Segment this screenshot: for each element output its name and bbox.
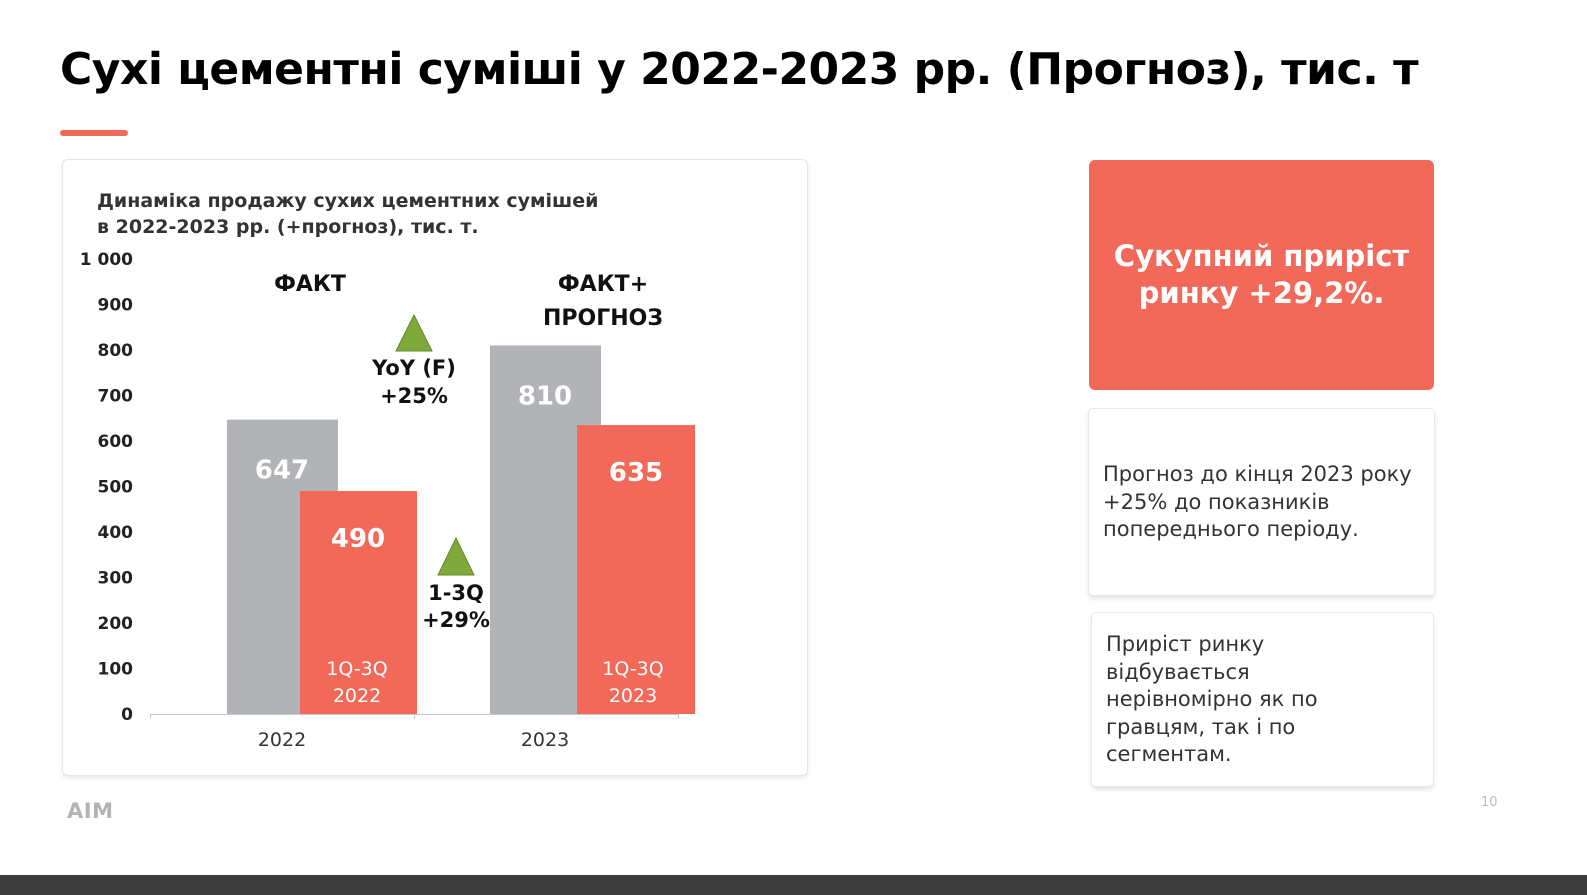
forecast-note: Прогноз до кінця 2023 року +25% до показ… (1088, 408, 1435, 596)
y-tick-label: 600 (98, 432, 134, 452)
group-label-2: ФАКТ+ (558, 272, 648, 297)
bar-note-year-2023: 2023 (609, 685, 657, 707)
y-tick-label: 300 (98, 569, 134, 589)
bar-note-period-2022: 1Q-3Q (326, 658, 387, 680)
chart-card: Динаміка продажу сухих цементних сумішей… (62, 159, 808, 776)
bottom-bar (0, 875, 1587, 895)
group-label-1: ФАКТ (274, 272, 346, 297)
up-triangle-icon (437, 536, 475, 576)
growth-annotation-2: 1-3Q (428, 581, 484, 605)
up-triangle-icon (395, 313, 433, 352)
value-label-1q-3q-2023: 635 (609, 458, 663, 488)
x-tick-label-2022: 2022 (258, 729, 306, 751)
bar-note-year-2022: 2022 (333, 685, 381, 707)
value-label-full-year-2023: 810 (518, 381, 572, 411)
y-tick-label: 800 (98, 341, 134, 361)
growth-annotation-1: +25% (380, 384, 448, 408)
bar-1q-3q-2022 (300, 491, 417, 714)
value-label-full-year-2022: 647 (255, 456, 309, 486)
group-label-2: ПРОГНОЗ (543, 306, 663, 331)
bar-note-period-2023: 1Q-3Q (602, 658, 663, 680)
y-tick-label: 0 (121, 705, 133, 725)
x-tick-label-2023: 2023 (521, 729, 569, 751)
slide-title: Сухі цементні суміші у 2022-2023 рр. (Пр… (60, 44, 1419, 95)
value-label-1q-3q-2022: 490 (331, 524, 385, 554)
y-tick-label: 900 (98, 296, 134, 316)
sales-bar-chart: Динаміка продажу сухих цементних сумішей… (80, 190, 695, 751)
chart-title-line-2: в 2022-2023 рр. (+прогноз), тис. т. (97, 216, 479, 238)
y-tick-label: 100 (98, 660, 134, 680)
market-growth-highlight: Сукупний приріст ринку +29,2%. (1089, 160, 1434, 390)
growth-annotation-1: YoY (F) (371, 356, 456, 380)
y-tick-label: 700 (98, 387, 134, 407)
aim-logo: AIM (67, 799, 114, 823)
page-number: 10 (1481, 795, 1498, 810)
title-accent-line (60, 130, 128, 136)
bar-1q-3q-2023 (577, 425, 695, 714)
y-tick-label: 200 (98, 614, 134, 634)
y-tick-label: 1 000 (80, 250, 133, 270)
chart-title-line-1: Динаміка продажу сухих цементних сумішей (97, 190, 598, 212)
growth-annotation-2: +29% (422, 608, 490, 632)
y-tick-label: 500 (98, 478, 134, 498)
y-tick-label: 400 (98, 523, 134, 543)
market-growth-note: Приріст ринку відбувається нерівномірно … (1091, 612, 1434, 787)
